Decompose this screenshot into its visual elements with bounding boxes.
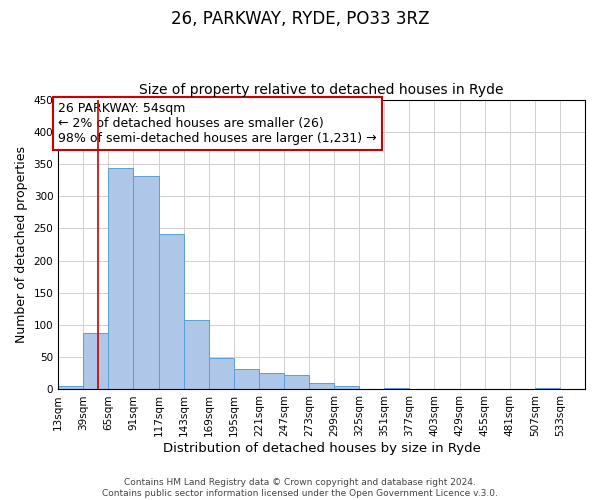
Bar (158, 234, 184, 390)
Bar (284, 376, 309, 390)
X-axis label: Distribution of detached houses by size in Ryde: Distribution of detached houses by size … (163, 442, 481, 455)
Bar (259, 372, 284, 390)
Bar (234, 369, 259, 390)
Bar (385, 388, 409, 390)
Y-axis label: Number of detached properties: Number of detached properties (15, 146, 28, 343)
Text: 26 PARKWAY: 54sqm
← 2% of detached houses are smaller (26)
98% of semi-detached : 26 PARKWAY: 54sqm ← 2% of detached house… (58, 102, 377, 146)
Text: Contains HM Land Registry data © Crown copyright and database right 2024.
Contai: Contains HM Land Registry data © Crown c… (102, 478, 498, 498)
Bar (209, 358, 234, 390)
Title: Size of property relative to detached houses in Ryde: Size of property relative to detached ho… (139, 83, 504, 97)
Text: 26, PARKWAY, RYDE, PO33 3RZ: 26, PARKWAY, RYDE, PO33 3RZ (171, 10, 429, 28)
Bar (133, 176, 158, 390)
Bar (535, 388, 560, 390)
Bar (109, 168, 133, 390)
Bar (83, 333, 109, 390)
Bar (58, 386, 83, 390)
Bar (184, 320, 209, 390)
Bar (334, 386, 359, 390)
Bar (309, 383, 334, 390)
